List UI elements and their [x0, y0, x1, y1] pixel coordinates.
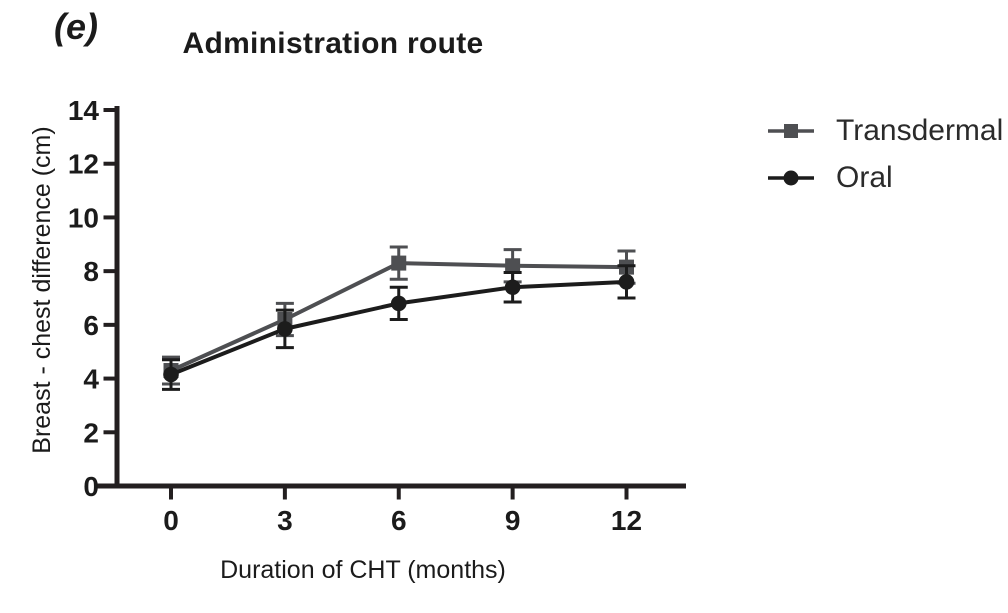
x-tick-label: 0 [163, 505, 179, 536]
x-tick-label: 9 [505, 505, 521, 536]
legend-label-transdermal: Transdermal [836, 114, 1004, 147]
x-tick-label: 6 [391, 505, 407, 536]
oral-circle-marker [390, 295, 407, 312]
y-tick-label: 6 [83, 310, 99, 341]
transdermal-square-legend-marker-icon [768, 124, 814, 138]
x-tick-label: 3 [277, 505, 293, 536]
y-tick-label: 14 [68, 95, 100, 126]
legend-item-transdermal: Transdermal [768, 114, 1003, 148]
y-tick-label: 12 [68, 149, 99, 180]
y-tick-label: 4 [83, 364, 99, 395]
oral-circle-marker [277, 321, 293, 337]
legend: Transdermal Oral [768, 114, 1003, 195]
oral-circle-marker [504, 279, 521, 296]
y-tick-label: 10 [68, 202, 99, 233]
transdermal-square-marker [505, 258, 521, 274]
data-series-layer [162, 245, 636, 391]
y-tick-label: 8 [83, 256, 99, 287]
oral-circle-legend-marker-icon [768, 170, 814, 186]
x-axis-title: Duration of CHT (months) [220, 556, 506, 584]
legend-label-oral: Oral [836, 161, 893, 194]
legend-item-oral: Oral [768, 161, 1003, 195]
axes: 0 2 4 6 8 10 12 14 0 3 6 9 12 [68, 95, 686, 536]
y-axis-title: Breast - chest difference (cm) [28, 126, 56, 453]
chart-title: Administration route [182, 27, 484, 60]
x-tick-label: 12 [611, 505, 642, 536]
y-tick-label: 2 [83, 417, 99, 448]
oral-circle-marker [618, 274, 635, 290]
transdermal-square-marker [391, 255, 407, 271]
series-oral [162, 264, 636, 391]
oral-circle-marker [163, 366, 179, 383]
y-tick-label: 0 [83, 471, 99, 502]
panel-label: (e) [54, 6, 98, 47]
